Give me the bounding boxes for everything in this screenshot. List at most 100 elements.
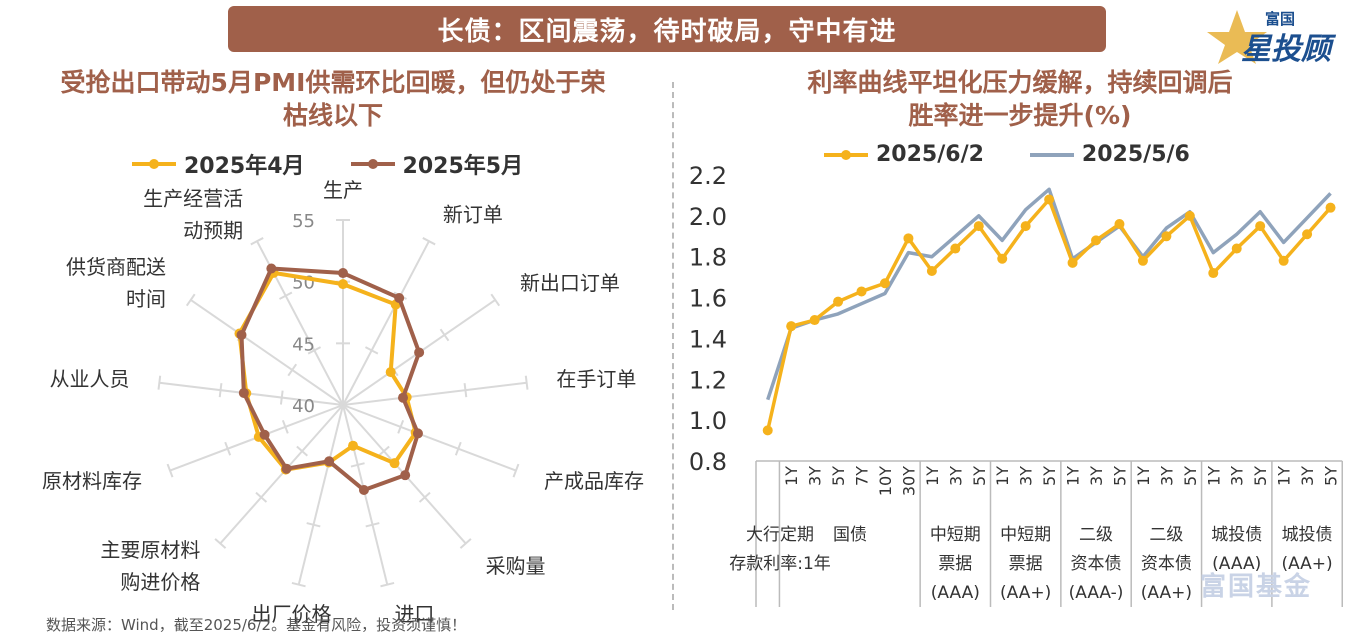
radar-tick-mark	[307, 346, 322, 355]
right-chart-title: 利率曲线平坦化压力缓解，持续回调后 胜率进一步提升(%)	[700, 66, 1340, 132]
x-tick-label: 30Y	[899, 466, 918, 496]
right-legend: 2025/6/2 2025/5/6	[822, 142, 1234, 167]
group-label: (AAA-)	[1069, 583, 1124, 603]
radar-axis-label: 原材料库存	[42, 469, 142, 493]
line-point-0	[903, 233, 914, 244]
left-chart-title: 受抢出口带动5月PMI供需环比回暖，但仍处于荣 枯线以下	[8, 66, 658, 132]
x-tick-label: 3Y	[1157, 466, 1176, 486]
y-tick-label: 1.2	[689, 366, 727, 394]
x-tick-label: 5Y	[970, 466, 989, 486]
group-label: (AA+)	[1141, 583, 1192, 603]
x-tick-label: 1Y	[782, 466, 801, 486]
y-tick-label: 1.4	[689, 325, 727, 353]
group-label: (AAA)	[1212, 554, 1261, 574]
x-tick-label: 1Y	[1275, 466, 1294, 486]
left-title-line1: 受抢出口带动5月PMI供需环比回暖，但仍处于荣	[60, 68, 606, 97]
line-point-0	[879, 278, 890, 289]
group-label: (AA+)	[1000, 583, 1051, 603]
legend-label-0602: 2025/6/2	[876, 142, 984, 167]
radar-tick-mark	[463, 383, 468, 398]
x-tick-label: 3Y	[806, 466, 825, 486]
radar-point-1	[259, 429, 270, 440]
radar-axis-label: 出厂价格	[252, 602, 332, 626]
radar-tick-mark	[306, 522, 321, 528]
radar-point-1	[281, 463, 292, 474]
line-point-0	[1255, 221, 1266, 232]
legend-item-may: 2025年5月	[349, 148, 524, 180]
radar-axis-label: 动预期	[183, 219, 243, 243]
legend-marker-0506	[1029, 152, 1074, 157]
x-tick-label: 5Y	[829, 466, 848, 486]
line-point-0	[786, 321, 797, 332]
radar-axis-label: 生产	[323, 178, 363, 202]
x-tick-label: 1Y	[1064, 466, 1083, 486]
radar-point-0	[389, 458, 400, 469]
line-point-0	[950, 243, 961, 254]
line-point-0	[1137, 255, 1148, 266]
x-tick-label: 3Y	[946, 466, 965, 486]
line-point-0	[1020, 221, 1031, 232]
radar-tick-mark	[296, 445, 309, 457]
group-label: 二级	[1079, 525, 1113, 545]
right-title-line1: 利率曲线平坦化压力缓解，持续回调后	[807, 68, 1233, 97]
x-tick-label: 1Y	[1134, 466, 1153, 486]
x-tick-label: 1Y	[1204, 466, 1223, 486]
radar-tick-mark	[490, 293, 501, 307]
radar-tick-mark	[459, 538, 472, 549]
line-series-1	[766, 187, 1332, 401]
line-point-0	[1231, 243, 1242, 254]
radar-tick-label: 40	[292, 396, 315, 417]
legend-item-0602: 2025/6/2	[822, 142, 984, 167]
radar-tick-mark	[397, 419, 405, 434]
group-label: (AA+)	[1281, 554, 1332, 574]
legend-marker-may	[350, 159, 395, 169]
line-series-0	[766, 197, 1332, 431]
y-tick-label: 1.0	[689, 407, 727, 435]
radar-axis-label: 进口	[394, 602, 434, 626]
radar-axis-label: 从业人员	[50, 367, 130, 391]
radar-tick-mark	[350, 462, 365, 468]
radar-tick-mark	[214, 538, 227, 549]
group-label: 资本债	[1071, 554, 1122, 574]
line-point-0	[762, 425, 773, 436]
radar-point-0	[338, 279, 348, 290]
radar-axis-label: 新订单	[443, 203, 503, 227]
line-point-0	[1067, 257, 1078, 268]
line-point-0	[1161, 231, 1172, 242]
brand-small: 富国	[1265, 10, 1296, 28]
radar-tick-mark	[524, 375, 529, 390]
radar-point-1	[397, 392, 408, 403]
x-tick-label: 5Y	[1110, 466, 1129, 486]
radar-point-1	[414, 347, 425, 358]
radar-tick-mark	[166, 463, 174, 478]
radar-spoke	[190, 299, 344, 406]
footnote: 数据来源：Wind，截至2025/6/2。基金有风险，投资须谨慎！	[46, 616, 467, 634]
radar-spoke	[342, 404, 517, 472]
y-tick-label: 2.0	[689, 203, 727, 231]
x-tick-label: 5Y	[1181, 466, 1200, 486]
x-tick-label: 7Y	[853, 466, 872, 486]
radar-point-1	[358, 485, 369, 496]
x-tick-label: 5Y	[1040, 466, 1059, 486]
radar-point-0	[385, 367, 396, 378]
radar-point-1	[236, 329, 247, 340]
radar-tick-mark	[377, 445, 390, 457]
legend-label-may: 2025年5月	[402, 154, 524, 179]
y-tick-label: 2.2	[689, 162, 727, 190]
line-point-0	[833, 296, 844, 307]
x-tick-label: 5Y	[1322, 466, 1341, 486]
left-legend: 2025年4月 2025年5月	[130, 148, 567, 180]
radar-tick-mark	[157, 375, 162, 390]
radar-tick-mark	[218, 383, 223, 398]
radar-tick-label: 45	[292, 334, 315, 355]
x-tick-label: 3Y	[1298, 466, 1317, 486]
radar-point-1	[324, 456, 335, 467]
radar-axis-label: 在手订单	[556, 367, 636, 391]
radar-tick-mark	[279, 291, 293, 300]
group-label: 票据	[1009, 554, 1043, 574]
radar-tick-mark	[364, 346, 379, 355]
line-point-0	[809, 315, 820, 326]
x-tick-label: 1Y	[993, 466, 1012, 486]
radar-point-1	[238, 387, 249, 398]
